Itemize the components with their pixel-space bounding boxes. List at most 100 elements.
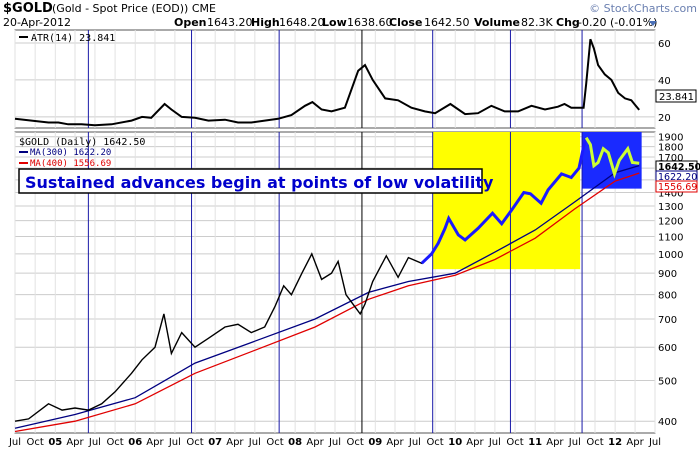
annotation-box: Sustained advances begin at points of lo… (18, 168, 494, 194)
x-tick-label: Jul (648, 437, 661, 448)
x-tick-label: Apr (546, 437, 564, 448)
x-tick-label: 11 (528, 437, 542, 448)
price-y-tick-label: 1100 (658, 233, 683, 244)
quote-strip: Open 1643.20 High 1648.20 Low 1638.60 Cl… (174, 16, 657, 29)
ma400-line (14, 172, 640, 433)
x-tick-label: Oct (266, 437, 283, 448)
x-tick-label: 06 (128, 437, 142, 448)
price-value-tag-text: 1622.20 (658, 172, 697, 183)
price-line (14, 252, 433, 422)
atr-value-tag: 23.841 (655, 89, 697, 103)
price-value-tag-text: 1556.69 (658, 182, 697, 193)
open-value: 1643.20 (207, 16, 253, 29)
x-tick-label: Apr (626, 437, 644, 448)
price-y-tick-label: 500 (658, 376, 677, 387)
x-tick-label: Jul (408, 437, 421, 448)
ma300-legend-label: MA(300) 1622.20 (30, 148, 111, 158)
x-tick-label: Oct (426, 437, 443, 448)
atr-legend: ATR(14) 23.841 (19, 33, 115, 44)
chg-label: Chg (556, 16, 580, 29)
x-tick-label: Apr (146, 437, 164, 448)
price-value-tag-box (655, 180, 698, 193)
x-tick-label: 08 (288, 437, 302, 448)
price-x-axis: Jul Oct 05 Apr Jul Oct 06 Apr Jul Oct 07 Apr Jul Oct 0… (8, 437, 661, 448)
low-label: Low (322, 16, 347, 29)
atr-line (14, 38, 640, 127)
atr-value-tag-text: 23.841 (659, 92, 694, 103)
x-tick-label: Oct (347, 437, 364, 448)
x-tick-label: 05 (48, 437, 62, 448)
x-tick-label: 10 (448, 437, 462, 448)
price-y-tick-label: 1400 (658, 188, 683, 199)
watermark: © StockCharts.com (589, 2, 697, 15)
atr-y-tick-label: 40 (658, 76, 671, 87)
price-y-tick-label: 1700 (658, 153, 683, 164)
x-tick-label: Apr (466, 437, 484, 448)
price-y-tick-label: 1000 (658, 250, 683, 261)
chevron-down-icon[interactable] (649, 21, 657, 26)
price-y-tick-label: 1300 (658, 202, 683, 213)
x-tick-label: Jul (168, 437, 181, 448)
x-tick-label: Oct (186, 437, 203, 448)
chg-value: -0.20 (-0.01%) (578, 16, 657, 29)
x-tick-label: Apr (306, 437, 324, 448)
atr-y-tick-label: 60 (658, 39, 671, 50)
price-y-tick-label: 1800 (658, 143, 683, 154)
x-tick-label: 07 (208, 437, 222, 448)
x-tick-label: Jul (8, 437, 21, 448)
symbol-description: (Gold - Spot Price (EOD)) CME (52, 2, 216, 15)
price-y-tick-label: 600 (658, 343, 677, 354)
ma300-line (14, 164, 640, 429)
x-tick-label: Apr (226, 437, 244, 448)
low-value: 1638.60 (347, 16, 393, 29)
ma400-legend-label: MA(400) 1556.69 (30, 159, 111, 169)
high-label: High (251, 16, 280, 29)
quote-date: 20-Apr-2012 (3, 16, 71, 29)
close-label: Close (389, 16, 422, 29)
high-value: 1648.20 (279, 16, 325, 29)
price-line-highlight (420, 137, 588, 265)
x-tick-label: Jul (328, 437, 341, 448)
highlight-box-yellow (432, 132, 581, 270)
x-tick-label: Jul (88, 437, 101, 448)
x-tick-label: Oct (586, 437, 603, 448)
price-line-highlight-late (584, 136, 640, 179)
atr-panel: 20 40 60 ATR(14) 23.841 23.841 (14, 29, 697, 129)
price-y-tick-label: 700 (658, 315, 677, 326)
atr-vertical-lines (87, 30, 583, 128)
price-y-tick-label: 400 (658, 417, 677, 428)
atr-value-tag-box (655, 89, 697, 103)
annotation-text: Sustained advances begin at points of lo… (25, 173, 494, 192)
price-legend: $GOLD (Daily) 1642.50 MA(300) 1622.20 MA… (19, 137, 145, 169)
x-tick-label: Apr (66, 437, 84, 448)
volume-value: 82.3K (521, 16, 553, 29)
price-value-tag-text: 1642.50 (658, 162, 700, 173)
atr-y-axis: 20 40 60 (658, 39, 671, 124)
price-y-tick-label: 800 (658, 291, 677, 302)
x-tick-label: Oct (106, 437, 123, 448)
x-tick-label: 12 (608, 437, 622, 448)
price-legend-label: $GOLD (Daily) 1642.50 (19, 137, 145, 148)
volume-label: Volume (474, 16, 520, 29)
price-y-tick-label: 900 (658, 269, 677, 280)
x-tick-label: Jul (568, 437, 581, 448)
atr-y-tick-label: 20 (658, 113, 671, 124)
price-y-tick-label: 1200 (658, 217, 683, 228)
annotation-box-frame (18, 168, 483, 194)
x-tick-label: Oct (506, 437, 523, 448)
x-tick-label: 09 (368, 437, 382, 448)
x-tick-label: Oct (27, 437, 44, 448)
x-tick-label: Jul (488, 437, 501, 448)
open-label: Open (174, 16, 207, 29)
price-panel: 400 500 600 700 800 900 1000 1100 1200 1300 140015… (8, 131, 700, 448)
atr-grid (14, 30, 656, 128)
x-tick-label: Jul (248, 437, 261, 448)
atr-legend-label: ATR(14) 23.841 (31, 33, 115, 44)
symbol: $GOLD (3, 1, 53, 16)
close-value: 1642.50 (424, 16, 470, 29)
price-y-tick-label: 1900 (658, 133, 683, 144)
x-tick-label: Apr (386, 437, 404, 448)
